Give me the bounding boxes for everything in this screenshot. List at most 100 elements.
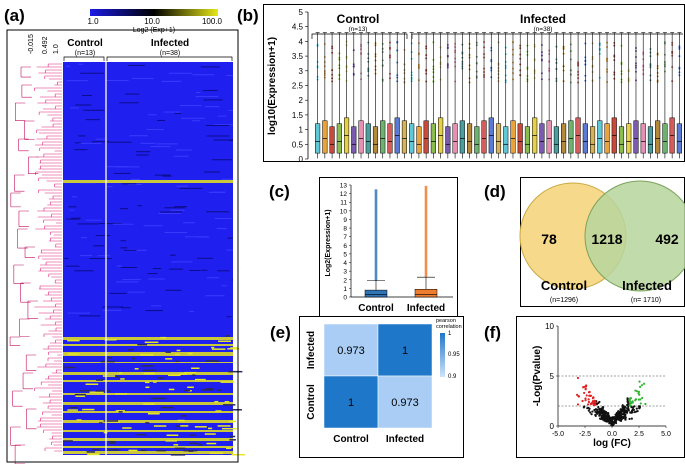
volcano-point: [638, 393, 641, 396]
volcano-point: [615, 414, 618, 417]
y-tick-label: 13: [340, 183, 348, 190]
heatmap-cell: [66, 218, 80, 220]
heatmap-cell: [194, 378, 206, 381]
heatmap-cell: [78, 142, 102, 144]
heatmap-cell: [165, 440, 178, 442]
heatmap-cell: [137, 205, 143, 207]
volcano-point: [639, 398, 642, 401]
heatmap-cell: [206, 277, 220, 279]
heatmap-cell: [79, 315, 101, 317]
box: [459, 120, 465, 154]
volcano-point: [609, 416, 613, 419]
y-tick-label: 0: [343, 295, 347, 302]
volcano-point: [630, 406, 633, 409]
box: [445, 126, 451, 154]
heatmap-cell: [75, 395, 86, 397]
volcano-point: [585, 394, 588, 397]
box: [618, 126, 625, 154]
box: [364, 289, 388, 298]
heatmap-cell: [79, 389, 91, 392]
heatmap-cell: [163, 111, 181, 113]
correlation-cell: [323, 375, 379, 429]
volcano-point: [631, 401, 634, 404]
volcano-point: [593, 400, 596, 403]
heatmap-high-row: [63, 451, 233, 454]
heatmap-cell: [189, 269, 201, 271]
group-n: (n=38): [534, 26, 553, 33]
legend-tick: 1: [448, 331, 452, 337]
volcano-point: [584, 397, 587, 400]
heatmap-cell: [154, 174, 171, 176]
heatmap-cell: [123, 249, 137, 251]
heatmap-cell: [112, 223, 134, 225]
heatmap-cell: [89, 391, 104, 393]
heatmap-cell: [150, 146, 171, 148]
volcano-point: [636, 410, 639, 413]
volcano-point: [627, 405, 630, 408]
dendrogram-trunk: [9, 66, 39, 464]
volcano-point: [576, 403, 580, 406]
y-tick-label: 3: [299, 67, 304, 76]
correlation-value: 1: [402, 345, 408, 357]
box: [510, 120, 516, 154]
heatmap-cell: [215, 410, 222, 412]
heatmap-cell: [151, 305, 162, 307]
legend-title: pearson: [436, 318, 456, 324]
volcano-point: [603, 417, 606, 421]
volcano-point: [624, 416, 627, 419]
volcano-point: [591, 397, 595, 400]
heatmap-cell: [148, 114, 157, 116]
heatmap-cell: [192, 120, 201, 122]
heatmap-cell: [108, 357, 113, 359]
box: [372, 126, 379, 154]
heatmap-cell: [192, 374, 196, 376]
volcano-point: [576, 376, 580, 380]
heatmap-cell: [147, 413, 160, 415]
heatmap-cell: [82, 408, 95, 411]
volcano-point: [624, 418, 627, 421]
correlation-cell: [377, 375, 433, 429]
y-tick-label: 0: [299, 155, 304, 164]
panel-label-f: (f): [484, 323, 501, 342]
box: [662, 123, 668, 154]
heatmap-cell: [136, 154, 149, 156]
correlation-value: 1: [348, 397, 354, 409]
heatmap-cell: [137, 343, 148, 346]
heatmap-cell: [64, 257, 69, 259]
heatmap-cell: [128, 64, 145, 66]
heatmap-cell: [78, 135, 86, 137]
heatmap-cell: [115, 281, 139, 283]
heatmap-cell: [214, 124, 233, 126]
heatmap-cell: [68, 206, 77, 208]
heatmap-cell: [69, 406, 78, 409]
heatmap-cell: [129, 135, 148, 137]
heatmap-cell: [131, 357, 135, 360]
heatmap-cell: [174, 113, 182, 115]
box: [315, 123, 321, 154]
dendrogram-tick: -0.015: [28, 34, 35, 54]
heatmap-high-row: [63, 380, 233, 382]
heatmap-cell: [134, 368, 139, 370]
volcano-point: [618, 417, 621, 421]
heatmap-cell: [161, 80, 182, 82]
outlier-points: [424, 185, 428, 278]
heatmap-high-row: [63, 438, 233, 441]
volcano-point: [595, 408, 598, 411]
heatmap-cell: [226, 447, 232, 450]
heatmap-cell: [153, 425, 167, 427]
heatmap-cell: [66, 80, 88, 82]
heatmap-cell: [89, 258, 113, 260]
heatmap-cell: [152, 268, 162, 270]
group-label: Infected: [520, 12, 566, 26]
heatmap-cell: [146, 128, 164, 130]
heatmap-cell: [67, 409, 78, 411]
y-tick-label: 4: [299, 37, 304, 46]
heatmap-cell: [217, 425, 231, 427]
box: [423, 120, 429, 154]
heatmap-cell: [166, 434, 179, 437]
panel-label-a: (a): [4, 6, 25, 25]
group-n: (n=13): [349, 26, 368, 33]
y-tick-label: 3: [343, 269, 347, 276]
panel-label-d: (d): [484, 182, 506, 201]
heatmap-cell: [191, 367, 200, 369]
